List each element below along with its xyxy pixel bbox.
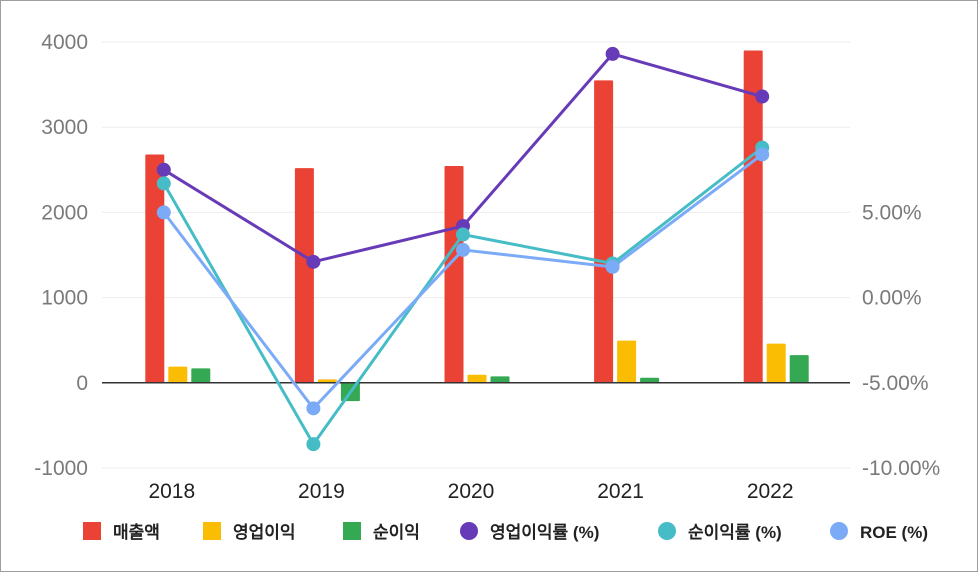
left-tick-label: 1000 <box>41 287 88 310</box>
left-tick-label: 2000 <box>41 201 88 224</box>
bar-순이익 <box>640 377 660 383</box>
legend-swatch <box>203 522 221 540</box>
point-순이익률 (%) <box>156 176 171 191</box>
x-tick-label: 2019 <box>298 480 345 503</box>
legend-label: 순이익률 (%) <box>688 523 782 542</box>
legend-item: 영업이익률 (%) <box>460 522 599 542</box>
point-영업이익률 (%) <box>755 89 770 104</box>
legend-swatch <box>658 522 676 540</box>
point-영업이익률 (%) <box>156 162 171 177</box>
legend-item: ROE (%) <box>830 522 928 542</box>
bar-영업이익 <box>766 343 786 383</box>
right-tick-label: -10.00% <box>862 457 940 480</box>
bar-순이익 <box>191 368 211 383</box>
bar-매출액 <box>294 168 314 383</box>
bars <box>145 50 809 402</box>
point-ROE (%) <box>156 205 171 220</box>
bar-매출액 <box>743 50 763 383</box>
x-tick-label: 2018 <box>148 480 195 503</box>
legend-label: 순이익 <box>373 523 420 542</box>
legend-label: 영업이익 <box>233 523 296 542</box>
legend-swatch <box>343 522 361 540</box>
right-tick-label: 5.00% <box>862 201 922 224</box>
legend-swatch <box>83 522 101 540</box>
left-tick-label: 0 <box>76 372 88 395</box>
bar-영업이익 <box>467 374 487 383</box>
x-tick-label: 2021 <box>597 480 644 503</box>
point-ROE (%) <box>605 259 620 274</box>
left-tick-label: -1000 <box>34 457 88 480</box>
bar-영업이익 <box>317 379 337 383</box>
legend-swatch <box>830 522 848 540</box>
right-axis-ticks: 5.00% 0.00% -5.00% -10.00% <box>862 201 940 480</box>
point-영업이익률 (%) <box>306 254 321 269</box>
point-영업이익률 (%) <box>605 46 620 61</box>
point-순이익률 (%) <box>306 437 321 452</box>
left-tick-label: 3000 <box>41 116 88 139</box>
bar-영업이익 <box>617 340 637 383</box>
point-ROE (%) <box>456 242 470 257</box>
grid-lines <box>102 41 850 469</box>
point-ROE (%) <box>306 401 321 416</box>
point-ROE (%) <box>755 147 770 162</box>
legend-label: ROE (%) <box>860 523 928 542</box>
bar-매출액 <box>594 80 614 383</box>
x-tick-label: 2020 <box>448 480 495 503</box>
point-순이익률 (%) <box>456 227 470 242</box>
left-axis-ticks: 4000 3000 2000 1000 0 -1000 <box>34 31 88 480</box>
bar-순이익 <box>789 355 809 383</box>
right-tick-label: 0.00% <box>862 287 922 310</box>
legend: 매출액 영업이익 순이익 영업이익률 (%) 순이익률 (%) ROE (%) <box>83 522 928 542</box>
legend-item: 영업이익 <box>203 522 296 542</box>
bar-매출액 <box>444 165 464 383</box>
legend-label: 매출액 <box>113 523 160 542</box>
legend-label: 영업이익률 (%) <box>490 523 599 542</box>
legend-item: 순이익 <box>343 522 420 542</box>
x-axis-ticks: 2018 2019 2020 2021 2022 <box>148 480 793 503</box>
legend-item: 순이익률 (%) <box>658 522 782 542</box>
legend-item: 매출액 <box>83 522 160 542</box>
bar-순이익 <box>490 376 510 383</box>
right-tick-label: -5.00% <box>862 372 929 395</box>
x-tick-label: 2022 <box>747 480 794 503</box>
left-tick-label: 4000 <box>41 31 88 54</box>
legend-swatch <box>460 522 478 540</box>
bar-영업이익 <box>168 366 188 383</box>
series-lines <box>156 46 770 452</box>
